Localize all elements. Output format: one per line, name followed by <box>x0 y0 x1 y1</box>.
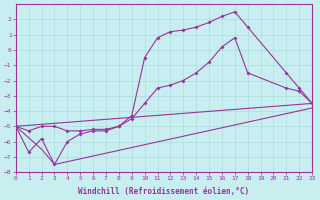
X-axis label: Windchill (Refroidissement éolien,°C): Windchill (Refroidissement éolien,°C) <box>78 187 250 196</box>
